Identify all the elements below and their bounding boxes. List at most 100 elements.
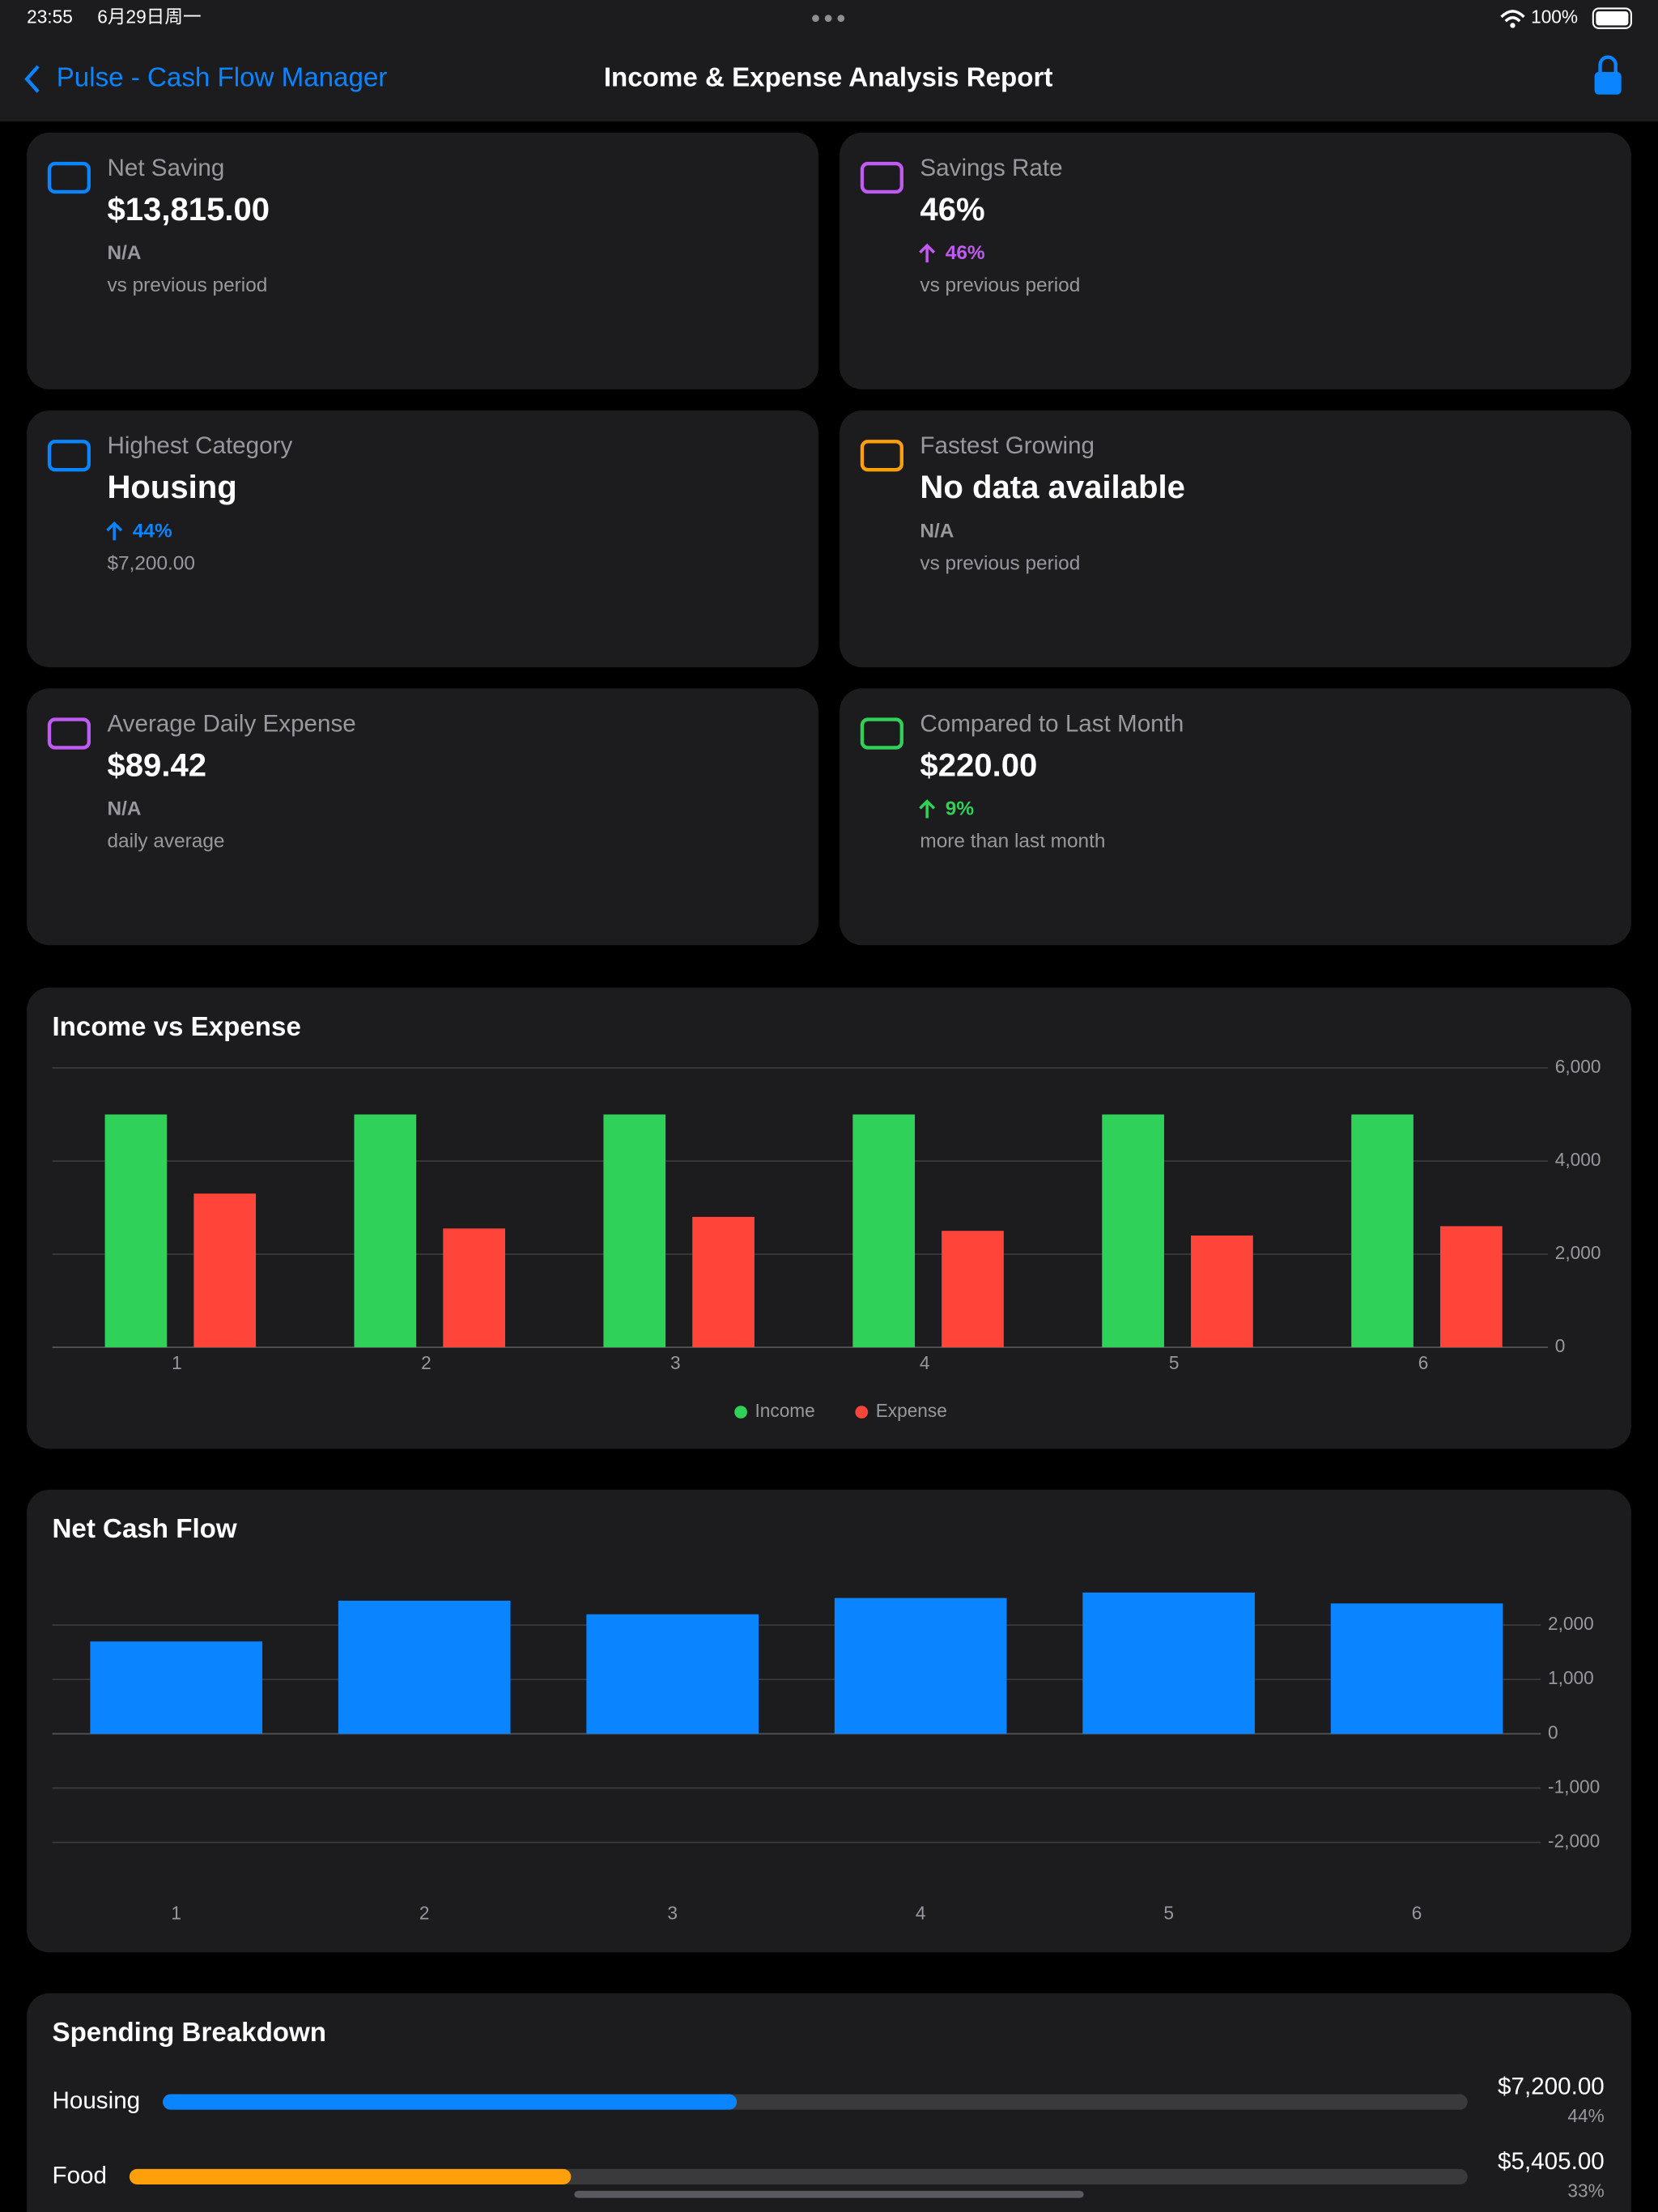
card-note: $7,200.00	[107, 552, 194, 574]
bar	[1440, 1226, 1503, 1347]
bar	[692, 1216, 755, 1347]
legend-swatch	[855, 1406, 869, 1419]
card-value: $220.00	[920, 747, 1037, 783]
card-label: Savings Rate	[920, 155, 1062, 181]
bar	[1102, 1114, 1164, 1347]
progress-bar	[129, 2168, 572, 2185]
bar	[354, 1114, 417, 1347]
card-icon	[860, 161, 903, 194]
wifi-icon	[1500, 10, 1525, 23]
y-tick-label: -2,000	[1548, 1830, 1600, 1851]
card	[840, 132, 1631, 389]
card-label: Average Daily Expense	[107, 710, 355, 737]
bar	[443, 1228, 505, 1347]
nav-title: Income & Expense Analysis Report	[604, 62, 1053, 92]
card-icon	[860, 440, 903, 472]
legend-label: Expense	[876, 1400, 947, 1421]
spending-title: Spending Breakdown	[52, 2018, 326, 2048]
bar	[193, 1193, 257, 1347]
x-tick-label: 6	[1412, 1902, 1422, 1923]
card-change: 9%	[946, 798, 975, 820]
bar	[104, 1114, 168, 1347]
bar	[90, 1641, 263, 1734]
back-button[interactable]: Pulse - Cash Flow Manager	[57, 62, 388, 92]
card	[840, 688, 1631, 946]
bar	[603, 1114, 666, 1347]
card	[27, 410, 818, 668]
bar	[834, 1597, 1007, 1734]
bar	[586, 1614, 759, 1734]
category-name: Food	[52, 2162, 107, 2189]
category-amount: $7,200.00	[1498, 2074, 1605, 2100]
card-note: vs previous period	[107, 274, 267, 296]
card-value: No data available	[920, 470, 1184, 505]
card-value: 46%	[920, 192, 984, 228]
trend-arrow	[919, 799, 936, 819]
card-label: Fastest Growing	[920, 432, 1095, 459]
progress-bar	[163, 2094, 738, 2110]
card-label: Compared to Last Month	[920, 710, 1184, 737]
back-chevron[interactable]	[24, 65, 40, 93]
card-note: vs previous period	[920, 552, 1080, 574]
chart-title: Net Cash Flow	[52, 1514, 236, 1544]
y-tick-label: 4,000	[1555, 1149, 1601, 1170]
card-value: Housing	[107, 470, 236, 505]
lock-shackle[interactable]	[1598, 55, 1618, 74]
card-change: N/A	[107, 798, 141, 820]
trend-arrow	[106, 521, 123, 541]
card-icon	[860, 717, 903, 750]
category-name: Housing	[52, 2087, 140, 2114]
x-tick-label: 2	[421, 1352, 432, 1373]
time: 23:55	[27, 6, 73, 28]
card-icon	[47, 440, 91, 472]
bar	[1191, 1235, 1253, 1347]
battery-text: 100%	[1531, 6, 1578, 28]
legend-swatch	[734, 1406, 747, 1419]
card-icon	[47, 717, 91, 750]
y-tick-label: 0	[1548, 1721, 1558, 1742]
bar	[1351, 1114, 1414, 1347]
category-amount: $5,405.00	[1498, 2148, 1605, 2175]
x-tick-label: 1	[172, 1352, 182, 1373]
x-tick-label: 6	[1418, 1352, 1429, 1373]
x-tick-label: 2	[419, 1902, 430, 1923]
x-tick-label: 5	[1163, 1902, 1174, 1923]
card-label: Net Saving	[107, 155, 224, 181]
trend-arrow	[919, 243, 936, 263]
category-percent: 33%	[1567, 2180, 1604, 2201]
date: 6月29日周一	[97, 6, 201, 28]
lock-button[interactable]	[1594, 71, 1622, 95]
bar	[1082, 1592, 1255, 1734]
battery	[1592, 7, 1632, 29]
legend-label: Income	[755, 1400, 814, 1421]
bar	[1330, 1603, 1503, 1734]
x-tick-label: 3	[670, 1352, 681, 1373]
card-label: Highest Category	[107, 432, 292, 459]
card-note: vs previous period	[920, 274, 1080, 296]
y-tick-label: 0	[1555, 1335, 1566, 1356]
card	[27, 688, 818, 946]
category-percent: 44%	[1567, 2105, 1604, 2126]
x-tick-label: 4	[920, 1352, 930, 1373]
multitask-dots	[812, 15, 845, 23]
y-tick-label: 2,000	[1555, 1242, 1601, 1263]
card-note: more than last month	[920, 831, 1105, 853]
card-note: daily average	[107, 831, 224, 853]
y-tick-label: 2,000	[1548, 1613, 1594, 1634]
card-value: $89.42	[107, 747, 206, 783]
wifi-dot	[1510, 23, 1516, 28]
card-change: N/A	[107, 242, 141, 264]
chart-title: Income vs Expense	[52, 1012, 300, 1042]
card-change: N/A	[920, 520, 954, 542]
card-icon	[47, 161, 91, 194]
x-tick-label: 5	[1169, 1352, 1180, 1373]
card-change: 46%	[946, 242, 985, 264]
bar	[338, 1600, 511, 1734]
card	[27, 132, 818, 389]
card	[840, 410, 1631, 668]
y-tick-label: 1,000	[1548, 1667, 1594, 1688]
card-value: $13,815.00	[107, 192, 270, 228]
home-indicator	[574, 2190, 1084, 2198]
